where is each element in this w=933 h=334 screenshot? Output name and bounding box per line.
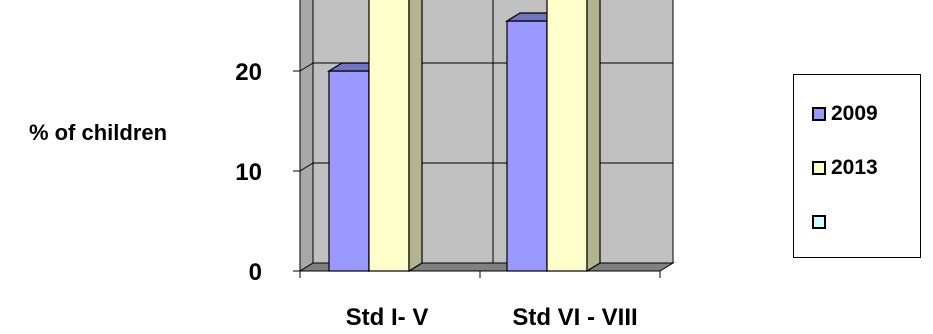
x-tick-label: Std VI - VIII [512,304,637,331]
y-axis-label: % of children [28,120,168,145]
bar-front [328,70,370,272]
side-wall [299,0,314,272]
x-tick-label: Std I- V [346,304,429,331]
legend-swatch-2013 [812,161,826,175]
gridlines [293,0,673,278]
bars [326,0,601,273]
legend-label-2009: 2009 [831,102,878,125]
legend: 2009 2013 [793,74,921,258]
legend-swatch-empty [812,215,826,229]
bar-side [408,0,423,273]
bar-side [586,0,601,273]
bar-front [506,20,548,272]
y-tick-labels: 0102030 [235,59,262,286]
legend-swatch-2009 [812,107,826,121]
legend-item-empty [812,210,831,234]
bar-front [546,0,588,272]
x-tick-labels: Std I- V Std VI - VIII [346,304,638,331]
legend-item-2013: 2013 [812,156,878,180]
legend-label-2013: 2013 [831,156,878,179]
y-tick-label: 10 [235,159,262,186]
bar-front [368,0,410,272]
gridline-side [299,62,314,72]
gridline-side [299,162,314,172]
bar-2013-1 [546,0,601,273]
y-tick-label: 0 [249,259,262,286]
y-tick-label: 20 [235,59,262,86]
bar-2013-0 [368,0,423,273]
legend-item-2009: 2009 [812,102,878,126]
